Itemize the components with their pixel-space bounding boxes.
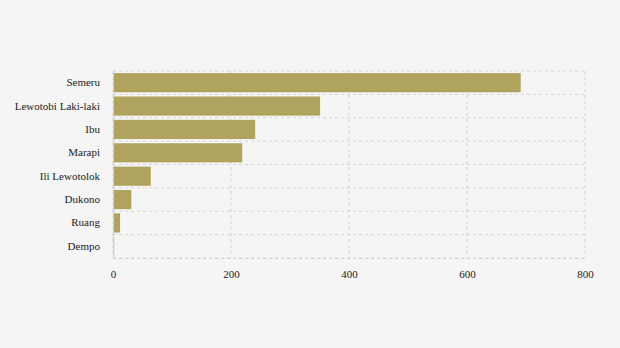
x-tick: 800 [577, 258, 594, 280]
y-tick: Semeru [66, 76, 113, 88]
bar [113, 143, 242, 162]
y-tick: Ibu [85, 123, 113, 135]
y-tick-label: Semeru [66, 76, 100, 88]
y-tick-label: Ili Lewotolok [40, 170, 101, 182]
x-tick-label: 200 [223, 268, 240, 280]
row-divider [113, 141, 585, 142]
y-tick: Ili Lewotolok [40, 170, 113, 182]
bar [113, 96, 320, 115]
grid-line [349, 71, 350, 258]
x-tick-label: 0 [111, 268, 117, 280]
y-tick-label: Lewotobi Laki-laki [15, 100, 100, 112]
bar [113, 190, 131, 209]
row-divider [113, 94, 585, 95]
bar [113, 167, 151, 186]
bar [113, 213, 120, 232]
x-tick: 0 [111, 258, 117, 280]
x-axis-line [114, 258, 586, 259]
chart: 0 200 400 600 800 Semeru Lewotobi Laki-laki Ibu… [0, 0, 620, 348]
y-tick: Ruang [71, 216, 113, 228]
y-tick: Marapi [68, 146, 113, 158]
y-tick-label: Ruang [71, 216, 100, 228]
grid-line [113, 71, 114, 258]
row-divider [113, 117, 585, 118]
grid-line [467, 71, 468, 258]
y-axis-line [113, 72, 114, 259]
bars [113, 73, 521, 256]
y-tick: Dukono [65, 193, 113, 205]
y-tick: Lewotobi Laki-laki [15, 100, 113, 112]
grid-line [585, 71, 586, 258]
y-tick-label: Dukono [65, 193, 101, 205]
bar [113, 73, 521, 92]
plot: 0 200 400 600 800 Semeru Lewotobi Laki-laki Ibu… [15, 71, 594, 280]
row-divider [113, 164, 585, 165]
x-tick: 200 [223, 258, 240, 280]
x-tick-label: 400 [341, 268, 358, 280]
y-axis: Semeru Lewotobi Laki-laki Ibu Marapi Ili Lew… [15, 72, 114, 259]
y-tick-label: Dempo [68, 240, 101, 252]
x-tick-label: 800 [577, 268, 594, 280]
y-tick-label: Ibu [85, 123, 100, 135]
bar [113, 120, 255, 139]
y-tick-label: Marapi [68, 146, 100, 158]
y-tick: Dempo [68, 240, 113, 252]
x-tick: 600 [459, 258, 476, 280]
x-tick-label: 600 [459, 268, 476, 280]
x-tick: 400 [341, 258, 358, 280]
x-axis: 0 200 400 600 800 [111, 258, 595, 280]
